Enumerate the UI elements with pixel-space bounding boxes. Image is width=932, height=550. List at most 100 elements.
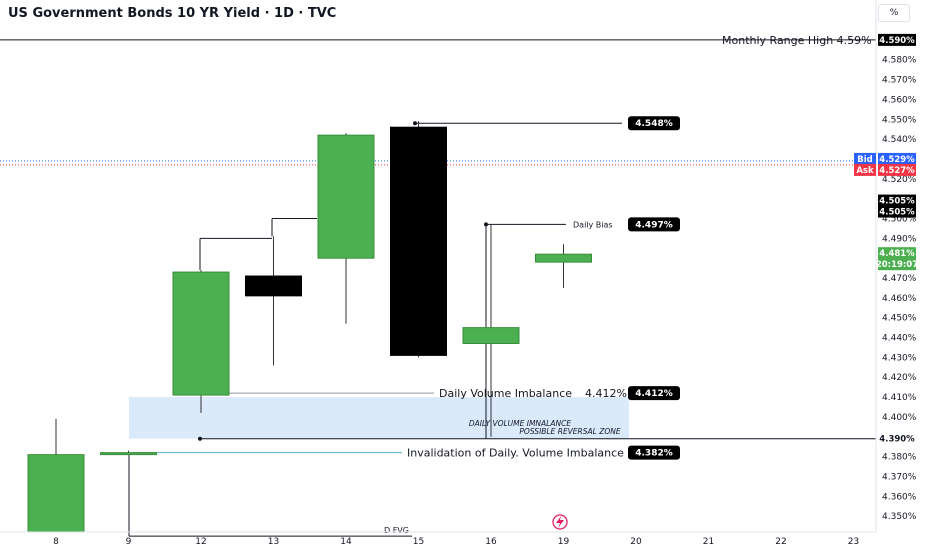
bid-value: 4.529% [878,152,916,165]
candle-19[interactable] [535,244,592,288]
daily-bias-badge: 4.497% [628,217,680,232]
zone-label-1: DAILY VOLUME IMNALANCE [469,419,571,428]
candle-body[interactable] [462,327,520,344]
y-tick-label: 4.460% [882,294,917,304]
x-tick-label: 15 [413,537,424,547]
bid-value-bg [878,152,916,165]
bid-tag-text: Bid [857,155,872,165]
candle-body[interactable] [390,126,447,356]
y-tick-label: 4.350% [882,512,917,522]
y-tick-label: 4.370% [882,472,917,482]
x-tick-label: 13 [268,537,279,547]
countdown-text: 20:19:07 [876,260,918,270]
x-tick-label: 9 [126,537,132,547]
zone-label-2: POSSIBLE REVERSAL ZONE [519,427,620,436]
y-tick-label: 4.490% [882,234,917,244]
y-tick-label: 4.450% [882,314,917,324]
monthly-range-label: Monthly Range High 4.59% [722,34,872,47]
y-tick-label: 4.470% [882,274,917,284]
y-tick-label: 4.500% [882,214,917,224]
high-marker-dot [413,121,417,126]
y-tick-label: 4.380% [882,453,917,463]
last-a-text: 4.505% [879,197,915,207]
imbalance-value: 4.412% [585,387,627,400]
lightning-icon[interactable] [552,514,568,530]
y-tick-label: 4.360% [882,492,917,502]
y-tick-label: 4.410% [882,393,917,403]
invalidation-badge-text: 4.382% [635,449,673,459]
monthly-scale-badge: 4.590% [878,33,916,46]
y-tick-label: 4.550% [882,115,917,125]
y-tick-label: 4.420% [882,373,917,383]
candle-13[interactable] [245,236,302,366]
daily-bias-badge-text: 4.497% [635,220,673,230]
candle-body[interactable] [172,271,230,396]
high-marker-badge-bg [628,116,680,131]
current-price-bg [878,247,916,260]
invalidation-badge-bg [628,445,680,460]
candle-body[interactable] [245,275,302,297]
bid-tag: Bid [854,152,876,165]
daily-bias-badge-bg [628,217,680,232]
y-tick-label: 4.520% [882,175,917,185]
daily-bias-dot [484,222,488,227]
countdown: 20:19:07 [876,258,918,271]
imbalance-badge-bg [628,386,680,401]
x-tick-label: 23 [848,537,859,547]
imbalance-label: Daily Volume Imbalance [439,387,572,400]
last-b: 4.505% [878,205,916,218]
candle-9[interactable] [100,450,157,456]
ask-tag-bg [854,163,876,176]
chart-title: US Government Bonds 10 YR Yield · 1D · T… [8,6,336,21]
imbalance-badge: 4.412% [628,386,680,401]
monthly-scale-badge-bg [878,33,916,46]
zone-line-value: 4.390% [878,432,916,445]
candle-body[interactable] [535,253,592,263]
candle-16[interactable] [462,224,520,437]
high-marker-badge-text: 4.548% [635,119,673,129]
candles[interactable] [27,121,592,533]
last-b-bg [878,205,916,218]
bid-tag-bg [854,152,876,165]
zone-line-value-bg [878,432,916,445]
candle-body[interactable] [100,452,157,456]
reversal-zone [129,397,629,439]
current-price-text: 4.481% [879,249,915,259]
percent-scale-button[interactable]: % [878,4,910,22]
current-price: 4.481% [878,247,916,260]
ask-value-text: 4.527% [879,166,915,176]
time-scale[interactable]: 8 9 12 13 14 15 16 19 20 21 22 23 [53,537,859,547]
last-a: 4.505% [878,194,916,207]
candle-12[interactable] [172,270,230,413]
candle-body[interactable] [27,454,85,533]
zone-layer [129,397,629,439]
candle-15[interactable] [390,121,447,358]
fvg-label: D FVG [384,526,409,535]
y-tick-label: 4.540% [882,135,917,145]
ask-value-bg [878,163,916,176]
candle-body[interactable] [317,134,375,259]
price-scale[interactable]: 4.350% 4.360% 4.370% 4.380% 4.390% 4.400% 4.41… [882,56,917,522]
zone-bottom-dot [198,436,202,441]
zone-line-value-text: 4.390% [879,435,915,445]
x-tick-label: 22 [775,537,786,547]
last-a-bg [878,194,916,207]
x-tick-label: 20 [630,537,642,547]
high-marker-badge: 4.548% [628,116,680,131]
last-b-text: 4.505% [879,208,915,218]
imbalance-badge-text: 4.412% [635,389,673,399]
x-tick-label: 12 [195,537,206,547]
monthly-scale-badge-text: 4.590% [879,36,915,46]
ask-tag-text: Ask [856,166,874,176]
candle-14[interactable] [317,133,375,324]
y-tick-label: 4.560% [882,95,917,105]
daily-bias-label: Daily Bias [573,220,613,229]
candle-8[interactable] [27,418,85,533]
ask-tag: Ask [854,163,876,176]
bid-value-text: 4.529% [879,155,915,165]
y-tick-label: 4.440% [882,334,917,344]
x-tick-label: 14 [340,537,352,547]
invalidation-label: Invalidation of Daily. Volume Imbalance [407,447,624,460]
